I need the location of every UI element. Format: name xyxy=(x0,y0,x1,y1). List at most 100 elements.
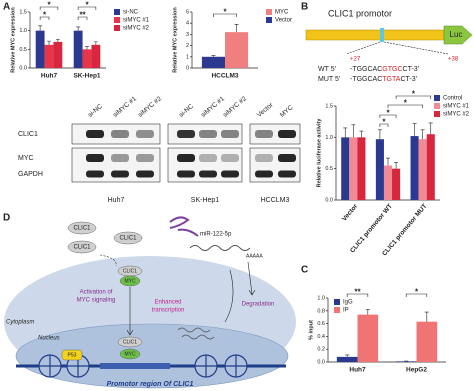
degradation-arrow xyxy=(247,261,256,296)
y-tick-label: 0.2 xyxy=(317,347,325,353)
significance-bracket xyxy=(346,293,369,297)
blot-row-label: CLIC1 xyxy=(18,131,38,138)
blot-band xyxy=(177,154,195,162)
x-tick-label: SK-Hep1 xyxy=(73,73,100,80)
error-bar xyxy=(93,41,98,45)
significance-bracket xyxy=(77,6,97,10)
export-arrow xyxy=(224,269,234,323)
seq-site: GTGC xyxy=(382,66,402,73)
activation-label: Activation of xyxy=(80,290,113,296)
significance-label: * xyxy=(47,1,51,10)
reporter-label: Luc xyxy=(450,30,463,39)
nucleus xyxy=(15,323,289,389)
significance-bracket xyxy=(405,293,428,297)
proteins xyxy=(61,221,143,361)
blot-band xyxy=(278,130,296,138)
bar xyxy=(91,44,101,68)
bar xyxy=(201,56,225,68)
y-tick-label: 3 xyxy=(186,32,189,38)
bar xyxy=(426,134,435,200)
polya-label: AAAAA xyxy=(246,253,263,259)
error-bar xyxy=(412,123,417,137)
position-end: +38 xyxy=(448,57,459,63)
significance-bracket xyxy=(77,16,88,20)
y-tick-label: 0.4 xyxy=(317,334,325,340)
degradation-label: Degradation xyxy=(242,302,275,308)
error-bar xyxy=(345,354,350,357)
legend-swatch xyxy=(434,95,440,101)
error-bar xyxy=(377,129,382,140)
wt-label: WT 5' xyxy=(318,66,336,73)
luc-arrow xyxy=(443,25,473,45)
legend-label: Vector xyxy=(275,18,292,24)
panel-label: A xyxy=(3,2,10,13)
error-bar xyxy=(420,129,425,140)
legend-label: siMYC #1 xyxy=(443,104,470,110)
blot-band xyxy=(255,170,273,178)
blot-band xyxy=(221,130,239,138)
significance-bracket xyxy=(39,6,59,10)
legend-swatch xyxy=(114,9,120,15)
error-bar xyxy=(343,127,348,138)
error-bar xyxy=(76,26,81,31)
bar xyxy=(73,30,83,69)
x-tick-label: HCCLM3 xyxy=(211,73,238,80)
seq-part: CT-3' xyxy=(403,66,420,73)
y-axis-label: % input xyxy=(308,320,314,340)
bar xyxy=(395,361,417,362)
y-tick-label: 0.0 xyxy=(19,65,27,71)
blot-band xyxy=(111,170,129,178)
error-bar xyxy=(47,40,51,45)
significance-label: * xyxy=(404,99,408,108)
protein-label: CLIC1 xyxy=(123,268,137,274)
significance-label: * xyxy=(85,1,89,10)
y-tick-label: 0.0 xyxy=(317,359,325,365)
zoom-lines xyxy=(345,41,449,55)
error-bar xyxy=(386,157,390,166)
y-tick-label: 0.8 xyxy=(317,308,325,314)
seq-site: TGTA xyxy=(382,76,400,83)
mrna xyxy=(189,245,251,251)
significance-label: * xyxy=(412,90,416,99)
seq-part: -TGGCAC xyxy=(350,76,382,83)
mechanism-diagram: Cytoplasm Nucleus Promotor region Of CLI… xyxy=(4,216,296,389)
x-tick-label: Huh7 xyxy=(349,367,366,374)
bar xyxy=(82,49,92,68)
blot-lane-label: MYC xyxy=(279,104,295,119)
significance-bracket xyxy=(213,13,237,17)
y-tick-label: 1.0 xyxy=(325,135,333,141)
seq-part: CT-3' xyxy=(400,76,417,83)
y-tick-label: 1.5 xyxy=(19,9,27,15)
blot-group-label: Huh7 xyxy=(108,197,125,204)
transcription-label: transcription xyxy=(152,308,185,314)
construct-title: CLIC1 promotor xyxy=(328,8,392,18)
legend-label: IgG xyxy=(343,300,353,306)
y-tick-label: 2 xyxy=(186,43,189,49)
blot-band xyxy=(199,130,217,138)
blot-band xyxy=(255,130,273,138)
mirna-label: miR-122-5p xyxy=(200,232,232,238)
x-tick-label: HepG2 xyxy=(406,367,427,374)
bar xyxy=(225,32,249,68)
blot-lane-label: siMYC #2 xyxy=(222,95,248,119)
y-axis-label: Relative MYC expression xyxy=(10,7,16,73)
y-tick-label: 4 xyxy=(186,21,189,27)
y-tick-label: 1.5 xyxy=(325,103,333,109)
significance-label: * xyxy=(386,109,390,118)
bar xyxy=(416,321,438,362)
blot-band xyxy=(177,170,195,178)
blot-lane-label: Vector xyxy=(256,101,275,119)
blot-lane-label: si-NC xyxy=(87,103,104,119)
protein-label: P53 xyxy=(68,352,77,358)
legend-swatch xyxy=(266,9,272,15)
bar xyxy=(336,356,358,362)
y-tick-label: 0 xyxy=(186,65,189,71)
y-tick-label: 1.0 xyxy=(19,28,27,34)
promoter-construct: CLIC1 promotor Luc +27 +38 WT 5' -TGGCAC… xyxy=(305,8,473,83)
error-bar xyxy=(55,38,60,42)
error-bar xyxy=(351,124,356,138)
blot-band xyxy=(111,154,129,162)
transcription-label: Enhanced xyxy=(154,300,181,306)
protein-label: CLIC1 xyxy=(73,226,91,232)
